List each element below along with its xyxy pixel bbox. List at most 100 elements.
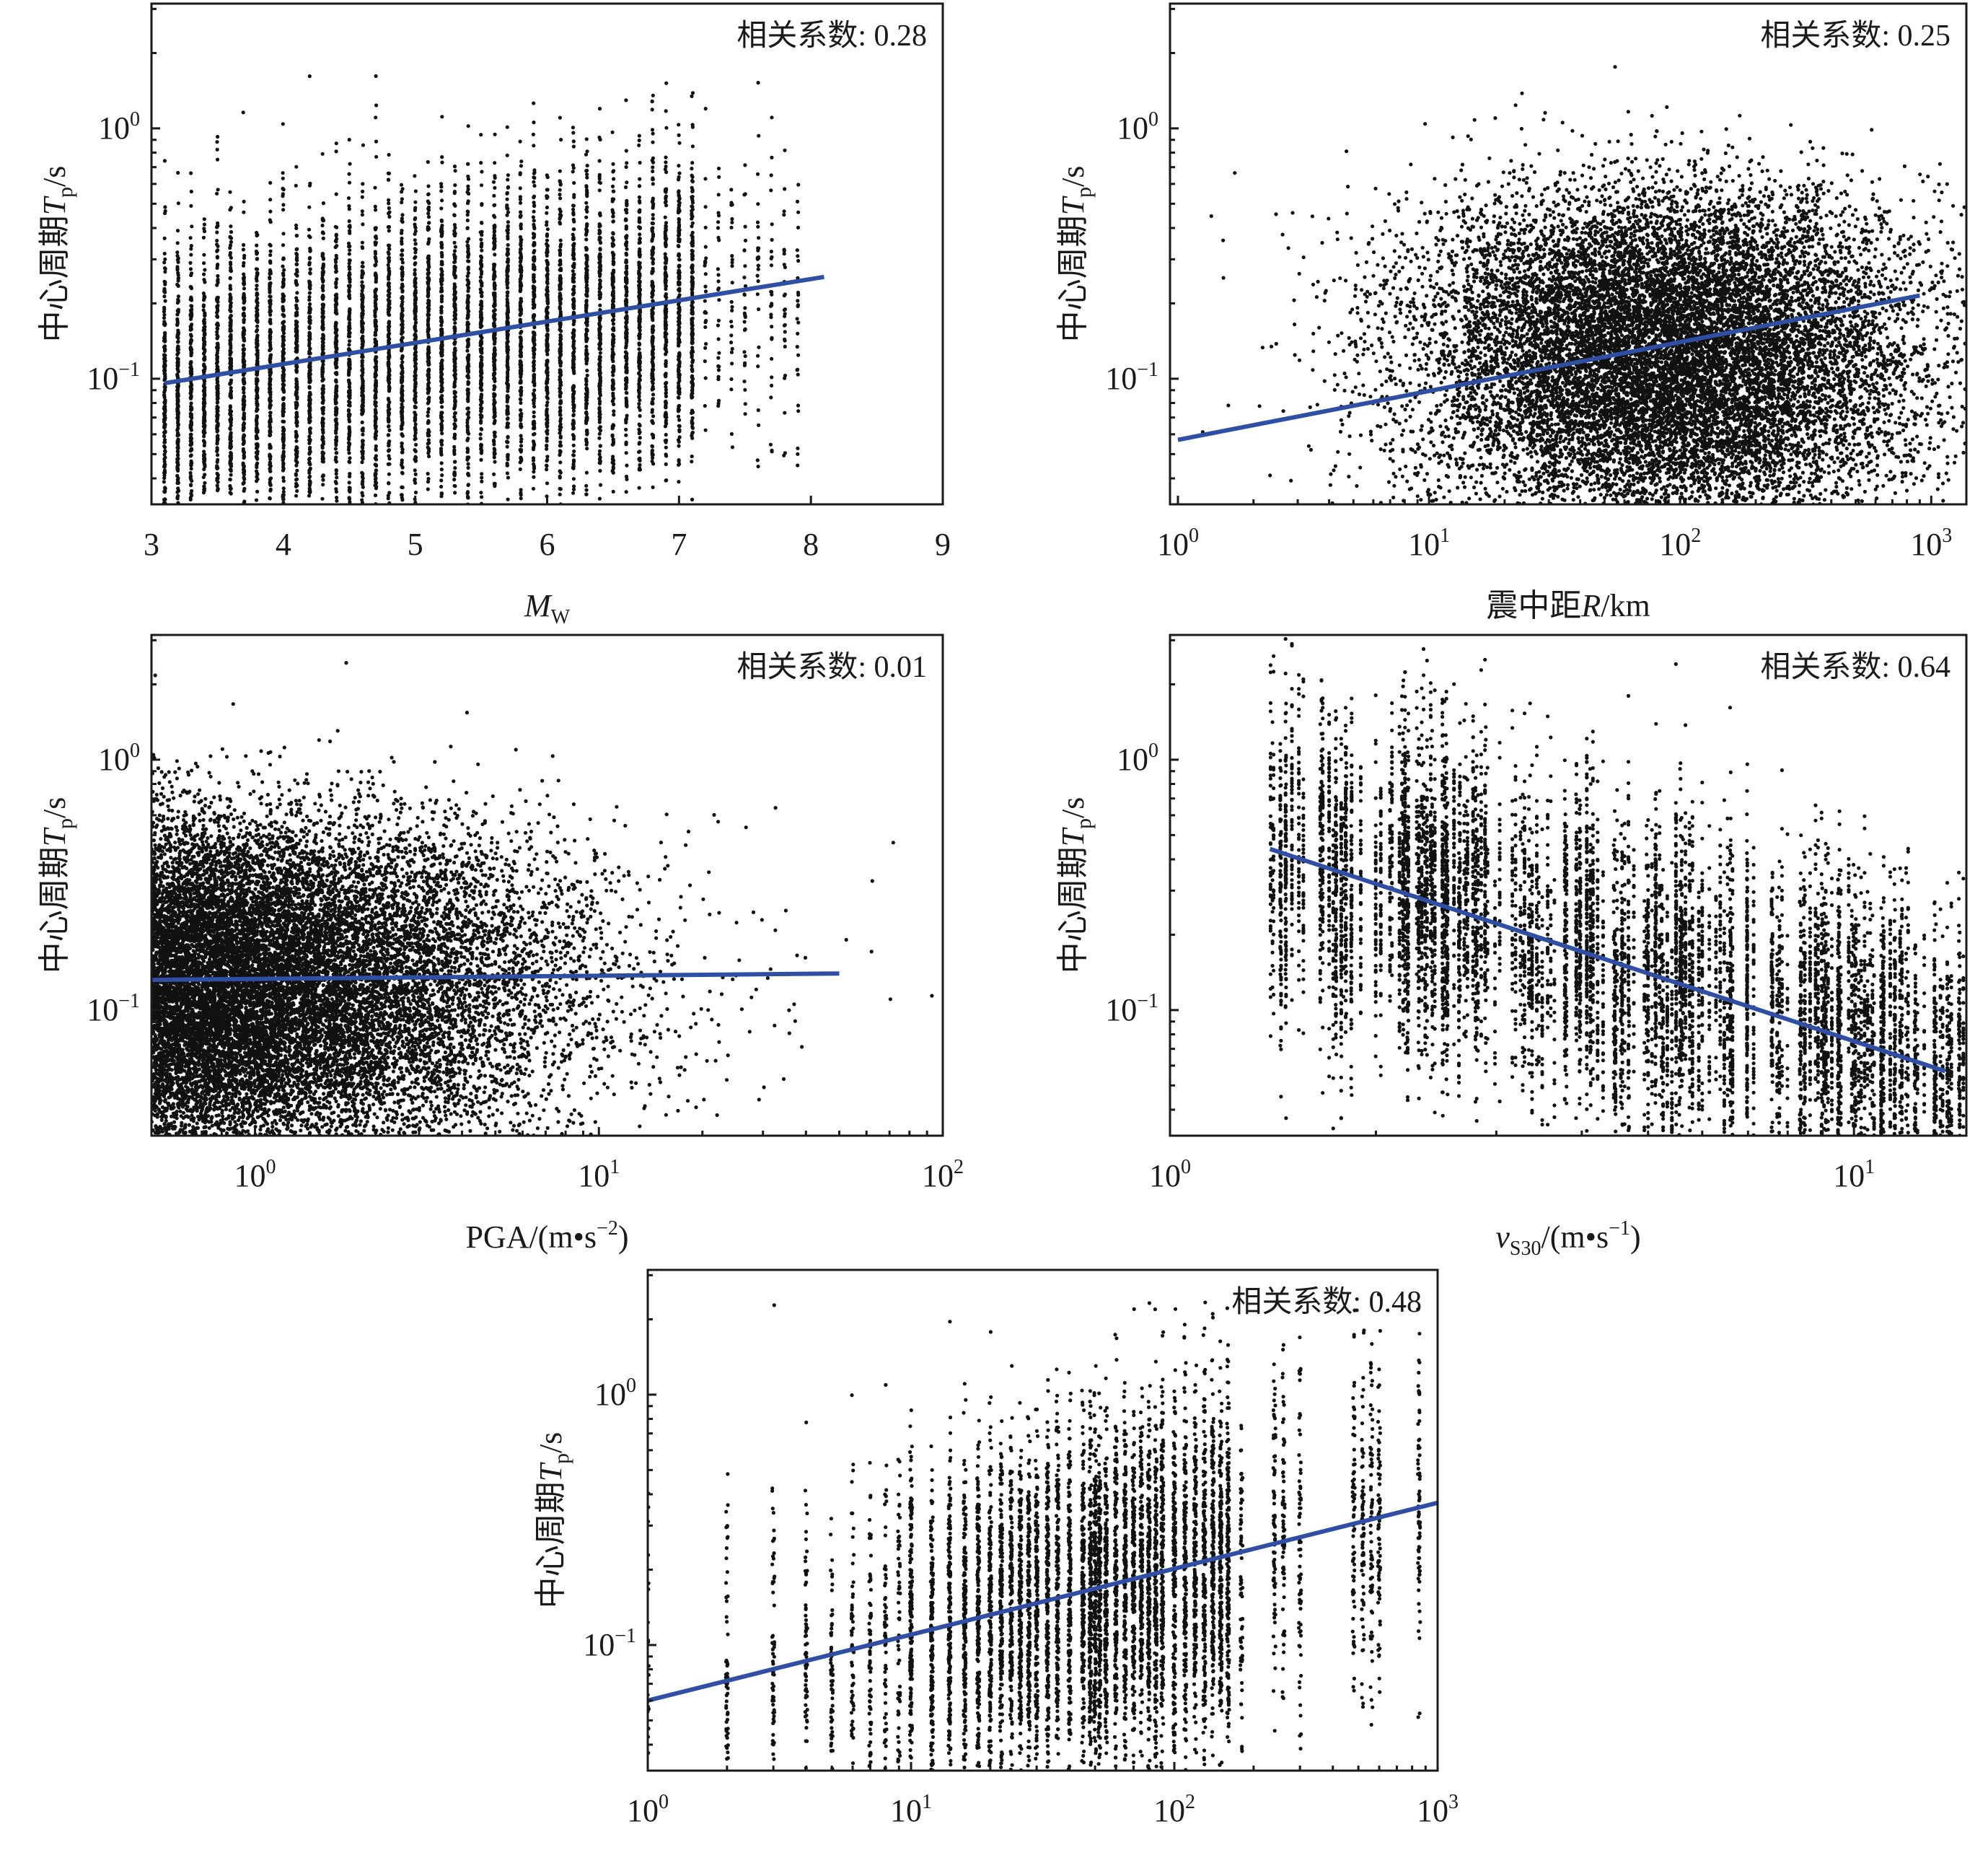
data-point xyxy=(519,434,523,438)
data-point xyxy=(532,183,537,188)
data-point xyxy=(215,424,219,428)
data-point xyxy=(400,360,405,364)
data-point xyxy=(268,467,272,471)
data-point xyxy=(347,378,351,382)
data-point xyxy=(307,305,312,310)
data-point xyxy=(347,417,351,421)
data-point xyxy=(229,266,233,270)
data-point xyxy=(374,400,378,405)
data-point xyxy=(426,377,431,382)
data-point xyxy=(163,299,167,303)
data-point xyxy=(242,468,246,473)
data-point xyxy=(518,201,523,205)
data-point xyxy=(214,361,219,366)
data-point xyxy=(228,327,232,331)
data-point xyxy=(427,287,431,291)
data-point xyxy=(347,436,351,440)
data-point xyxy=(255,313,260,317)
data-point xyxy=(506,173,511,177)
data-point xyxy=(189,401,193,405)
data-point xyxy=(466,174,470,179)
data-point xyxy=(453,183,457,188)
data-point xyxy=(493,292,497,297)
data-point xyxy=(294,262,299,266)
data-point xyxy=(229,473,233,477)
data-point xyxy=(281,479,286,483)
data-point xyxy=(491,180,496,184)
data-point xyxy=(294,328,299,332)
data-point xyxy=(242,286,247,291)
data-point xyxy=(228,392,232,396)
data-point xyxy=(255,348,260,353)
data-point xyxy=(242,394,246,398)
data-point xyxy=(361,439,365,443)
data-point xyxy=(294,234,299,238)
data-point xyxy=(480,229,484,234)
data-point xyxy=(215,224,219,228)
data-point xyxy=(268,253,273,258)
data-point xyxy=(518,247,523,252)
data-point xyxy=(466,267,470,271)
data-point xyxy=(255,230,259,235)
data-point xyxy=(215,483,219,488)
data-point xyxy=(348,284,352,288)
data-point xyxy=(216,386,220,390)
data-point xyxy=(518,260,523,264)
data-point xyxy=(347,451,351,455)
data-point xyxy=(413,449,418,454)
data-point xyxy=(347,497,352,501)
data-point xyxy=(465,323,470,328)
data-point xyxy=(176,276,180,281)
data-point xyxy=(334,266,338,271)
data-point xyxy=(334,285,338,289)
data-point xyxy=(162,452,167,457)
data-point xyxy=(201,308,206,312)
data-point xyxy=(294,346,298,351)
data-point xyxy=(176,328,180,333)
data-point xyxy=(320,400,325,405)
data-point xyxy=(413,416,417,421)
data-point xyxy=(440,198,444,203)
data-point xyxy=(426,280,430,284)
data-point xyxy=(189,491,193,496)
data-point xyxy=(202,443,206,448)
data-point xyxy=(216,392,220,396)
data-point xyxy=(400,200,404,205)
data-point xyxy=(162,294,167,299)
data-point xyxy=(229,229,234,234)
data-point xyxy=(413,455,418,459)
data-point xyxy=(465,243,470,248)
data-point xyxy=(426,471,430,476)
data-point xyxy=(295,488,299,494)
data-point xyxy=(348,488,352,492)
data-point xyxy=(519,336,523,340)
data-point xyxy=(334,141,338,146)
data-point xyxy=(229,361,234,366)
data-point xyxy=(400,265,405,269)
data-point xyxy=(202,321,206,325)
data-point xyxy=(294,403,299,407)
data-point xyxy=(506,231,510,235)
data-point xyxy=(505,203,509,208)
data-point xyxy=(531,132,536,136)
data-point xyxy=(426,261,431,266)
data-point xyxy=(268,243,273,247)
data-point xyxy=(176,299,180,304)
data-point xyxy=(413,271,417,276)
data-point xyxy=(228,323,232,328)
data-point xyxy=(334,149,338,154)
data-point xyxy=(242,475,246,480)
data-point xyxy=(281,465,286,469)
data-point xyxy=(216,348,220,353)
data-point xyxy=(202,434,206,439)
data-point xyxy=(387,291,392,296)
data-point xyxy=(426,442,430,446)
data-point xyxy=(242,363,247,367)
data-point xyxy=(478,437,483,441)
data-point xyxy=(188,411,193,416)
data-point xyxy=(400,336,405,340)
data-point xyxy=(162,393,167,398)
data-point xyxy=(347,444,351,450)
data-point xyxy=(202,338,206,342)
data-point xyxy=(400,465,405,470)
